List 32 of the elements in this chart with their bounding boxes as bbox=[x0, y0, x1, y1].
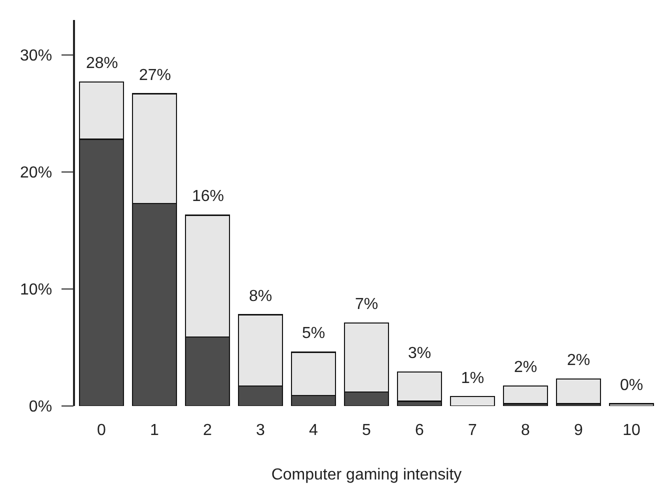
total-label: 5% bbox=[302, 325, 326, 342]
x-tick-label: 1 bbox=[150, 422, 160, 439]
x-tick-label: 10 bbox=[622, 422, 640, 439]
x-tick-label: 0 bbox=[97, 422, 106, 439]
total-label: 2% bbox=[567, 352, 590, 369]
x-axis-title: Computer gaming intensity bbox=[271, 466, 462, 484]
bar bbox=[608, 403, 654, 406]
total-label: 1% bbox=[461, 370, 484, 387]
y-tick-label: 10% bbox=[20, 282, 52, 299]
total-label: 16% bbox=[192, 188, 224, 205]
bar bbox=[502, 386, 548, 404]
x-tick-label: 7 bbox=[468, 422, 478, 439]
y-tick-label: 20% bbox=[20, 164, 52, 182]
y-tick-label: 30% bbox=[20, 48, 52, 65]
total-label: 27% bbox=[139, 67, 172, 84]
x-tick-label: 4 bbox=[309, 422, 318, 439]
x-tick-label: 2 bbox=[203, 422, 212, 439]
x-tick-label: 3 bbox=[256, 422, 266, 439]
bar bbox=[556, 378, 602, 404]
total-label: 0% bbox=[620, 377, 644, 394]
total-label: 28% bbox=[86, 55, 118, 72]
total-label: 7% bbox=[355, 296, 378, 313]
x-tick-label: 8 bbox=[521, 422, 530, 439]
total-label: 8% bbox=[249, 288, 272, 305]
total-label: 3% bbox=[408, 345, 432, 362]
y-tick-label: 0% bbox=[28, 398, 52, 416]
x-tick-label: 6 bbox=[415, 422, 424, 439]
x-tick-label: 5 bbox=[362, 422, 372, 439]
x-tick-label: 9 bbox=[574, 422, 584, 439]
bar bbox=[396, 371, 442, 402]
total-label: 2% bbox=[514, 359, 538, 376]
bar bbox=[450, 396, 496, 406]
